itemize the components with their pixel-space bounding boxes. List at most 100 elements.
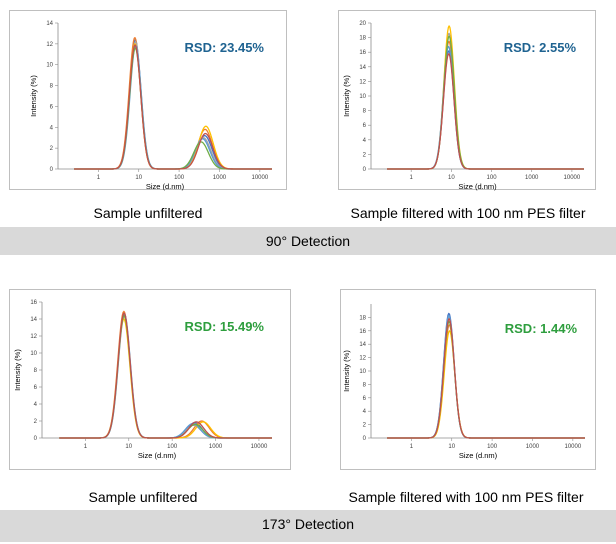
x-axis-title: Size (d.nm) [458,182,497,191]
x-tick-label: 100 [487,444,498,450]
series-line [74,43,272,170]
x-axis-title: Size (d.nm) [459,451,498,460]
series-line [74,45,272,170]
series-line [59,318,272,439]
y-tick-label: 2 [50,146,54,152]
y-tick-label: 6 [34,385,38,391]
x-tick-label: 1000 [213,175,227,181]
y-tick-label: 10 [359,94,366,100]
y-tick-label: 8 [50,84,54,90]
y-axis-title: Intensity (%) [342,350,351,392]
x-tick-label: 100 [167,444,178,450]
y-tick-label: 4 [50,125,54,131]
x-tick-label: 1000 [526,444,540,450]
chart-svg: 0 2 4 6 8 10 12 14 16 18 1 10 100 1000 10000 Size (d.nm… [342,304,585,460]
rsd-annotation: RSD: 2.55% [504,40,577,55]
band-label: 90° Detection [265,233,351,249]
y-tick-label: 4 [363,409,367,415]
y-tick-label: 14 [359,65,366,71]
y-tick-label: 10 [359,369,366,375]
series-line [74,41,272,170]
y-tick-label: 8 [363,109,367,115]
y-tick-label: 14 [30,317,37,323]
y-tick-label: 12 [359,79,366,85]
y-tick-label: 2 [363,423,367,429]
series-line [387,330,585,439]
y-axis-title: Intensity (%) [13,349,22,391]
x-axis-title: Size (d.nm) [146,182,185,191]
detection-band-90: 90° Detection [0,227,616,255]
x-tick-label: 10 [448,175,455,181]
series-line [74,44,272,170]
series-line [74,47,272,170]
series-line [59,316,272,439]
chart-svg: 0 2 4 6 8 10 12 14 1 10 100 1000 10000 Size (d.nm) Int… [29,21,272,191]
x-tick-label: 1000 [209,444,223,450]
series-line [386,45,584,170]
series-line [386,53,584,170]
series-line [74,39,272,170]
y-tick-label: 2 [363,152,367,158]
series-line [387,324,585,439]
y-tick-label: 2 [34,419,38,425]
x-tick-label: 10 [125,444,132,450]
caption-90-filtered: Sample filtered with 100 nm PES filter [350,205,586,221]
x-axis-title: Size (d.nm) [138,451,177,460]
y-tick-label: 6 [363,123,367,129]
y-tick-label: 12 [359,356,366,362]
y-tick-label: 6 [363,396,367,402]
y-tick-label: 0 [363,436,367,442]
y-tick-label: 0 [363,167,367,173]
y-tick-label: 20 [359,21,366,27]
y-tick-label: 8 [34,368,38,374]
x-tick-label: 10000 [565,444,582,450]
x-tick-label: 1000 [525,175,539,181]
x-tick-label: 1 [84,444,88,450]
x-tick-label: 10000 [564,175,581,181]
caption-173-filtered: Sample filtered with 100 nm PES filter [348,489,584,505]
series-line [74,36,272,170]
y-tick-label: 12 [30,334,37,340]
y-tick-label: 14 [46,21,53,27]
y-tick-label: 0 [50,167,54,173]
y-tick-label: 4 [363,138,367,144]
y-tick-label: 16 [359,50,366,56]
x-tick-label: 100 [487,175,498,181]
x-tick-label: 10000 [252,175,269,181]
rsd-annotation: RSD: 1.44% [505,321,578,336]
chart-svg: 0 2 4 6 8 10 12 14 16 1 10 100 1000 10000 Size (d.nm) I… [13,300,272,460]
band-label: 173° Detection [262,516,354,532]
y-tick-label: 18 [359,36,366,42]
y-tick-label: 6 [50,104,54,110]
y-tick-label: 4 [34,402,38,408]
x-tick-label: 1 [97,175,101,181]
y-tick-label: 0 [34,436,38,442]
detection-band-173: 173° Detection [0,510,616,542]
y-tick-label: 8 [363,382,367,388]
chart-173-filtered: 0 2 4 6 8 10 12 14 16 18 1 10 100 1000 10000 Size (d.nm… [340,289,596,470]
x-tick-label: 10 [448,444,455,450]
x-tick-label: 100 [174,175,185,181]
y-axis-title: Intensity (%) [29,75,38,117]
rsd-annotation: RSD: 15.49% [185,319,265,334]
chart-90-unfiltered: 0 2 4 6 8 10 12 14 1 10 100 1000 10000 Size (d.nm) Int… [9,10,287,191]
y-tick-label: 14 [359,342,366,348]
y-tick-label: 16 [30,300,37,306]
x-tick-label: 1 [410,175,414,181]
y-tick-label: 10 [30,351,37,357]
chart-173-unfiltered: 0 2 4 6 8 10 12 14 16 1 10 100 1000 10000 Size (d.nm) I… [9,289,291,470]
series-line [59,315,272,439]
y-tick-label: 12 [46,42,53,48]
series-line [386,40,584,170]
series-line [386,35,584,170]
chart-svg: 0 2 4 6 8 10 12 14 16 18 20 1 10 100 1000 10000 Size (d.… [342,21,584,191]
rsd-annotation: RSD: 23.45% [185,40,265,55]
y-axis-title: Intensity (%) [342,75,351,117]
y-tick-label: 16 [359,329,366,335]
series-line [59,312,272,439]
y-tick-label: 10 [46,63,53,69]
chart-90-filtered: 0 2 4 6 8 10 12 14 16 18 20 1 10 100 1000 10000 Size (d.… [338,10,596,191]
series-line [387,318,585,439]
caption-90-unfiltered: Sample unfiltered [93,205,203,221]
x-tick-label: 10000 [251,444,268,450]
